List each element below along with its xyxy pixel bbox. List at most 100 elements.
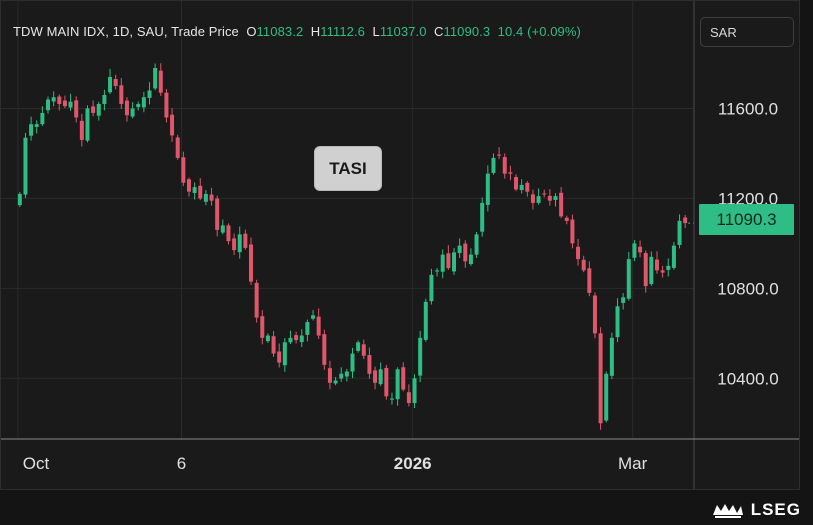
lseg-logo-icon (712, 504, 743, 518)
close-value: 11090.3 (443, 24, 491, 39)
candle-body (215, 198, 220, 230)
candle-body (186, 179, 191, 192)
candle-body (643, 253, 648, 287)
candle-body (587, 268, 592, 293)
candle-body (260, 316, 265, 338)
candle-body (40, 112, 45, 125)
candle-body (170, 114, 175, 136)
candle-body (299, 335, 304, 343)
last-price-label: 11090.3 (699, 204, 794, 235)
candle-body (51, 97, 56, 102)
candle-body (553, 196, 558, 200)
candle-body (384, 367, 389, 397)
candle-body (361, 344, 366, 356)
candle-body (23, 137, 28, 195)
candle-body (91, 106, 96, 113)
candle-body (158, 70, 163, 93)
candle-body (85, 108, 90, 141)
close-key: C (433, 24, 444, 39)
candle-body (463, 243, 468, 262)
candle-body (46, 99, 51, 111)
candle-body (598, 333, 603, 424)
x-tick-label: 2026 (394, 454, 432, 473)
candle-body (333, 380, 338, 384)
candle-body (141, 97, 146, 108)
candle-body (621, 297, 626, 303)
tasi-badge: TASI (314, 146, 382, 191)
brand-name: LSEG (750, 500, 801, 519)
candle-body (220, 225, 225, 233)
candle-body (288, 337, 293, 343)
candle-body (666, 265, 671, 270)
candle-body (468, 254, 473, 265)
candle-body (508, 172, 513, 174)
candle-body (294, 335, 299, 341)
candle-body (198, 185, 203, 199)
currency-button[interactable]: SAR (700, 17, 794, 47)
x-tick-label: Mar (618, 454, 648, 473)
candle-body (395, 369, 400, 400)
high-value: 11112.6 (320, 24, 366, 39)
candle-body (547, 195, 552, 201)
candle-body (271, 336, 276, 354)
candle-body (153, 67, 158, 89)
candle-body (654, 259, 659, 271)
candle-body (181, 157, 186, 183)
candle-body (423, 301, 428, 340)
candle-body (564, 217, 569, 221)
candle-body (559, 192, 564, 217)
candle-body (446, 253, 451, 269)
x-tick-label: Oct (23, 454, 50, 473)
candle-body (389, 398, 394, 400)
candle-body (367, 355, 372, 374)
y-tick-label: 10800.0 (717, 279, 778, 298)
candle-body (683, 217, 688, 224)
candle-body (451, 252, 456, 272)
brand-logo: LSEG (711, 500, 801, 520)
candle-body (491, 157, 496, 173)
candle-body (237, 234, 242, 253)
open-value: 11083.2 (256, 24, 304, 39)
candle-body (378, 369, 383, 385)
candle-body (604, 373, 609, 421)
candle-body (113, 79, 118, 86)
candle-body (29, 124, 34, 136)
candle-body (34, 124, 39, 127)
candle-body (497, 154, 502, 156)
candle-body (249, 244, 254, 282)
candle-body (164, 92, 169, 118)
candle-body (62, 100, 67, 107)
candle-body (226, 225, 231, 242)
candle-body (632, 243, 637, 258)
footer-bar (0, 490, 813, 525)
chart-panel[interactable]: 11600.0 11200.0 10800.0 10400.0 Oct 6 2026 Mar … (0, 0, 800, 490)
candle-body (192, 187, 197, 194)
candle-body (401, 367, 406, 390)
candle-body (57, 96, 62, 104)
candle-body (480, 202, 485, 232)
candle-body (282, 342, 287, 366)
candle-body (519, 184, 524, 191)
candle-body (592, 295, 597, 334)
candle-body (108, 76, 113, 93)
candle-body (502, 157, 507, 174)
candle-body (277, 351, 282, 363)
candle-body (356, 342, 361, 351)
candle-body (609, 337, 614, 376)
candle-body (344, 371, 349, 377)
candle-body (576, 246, 581, 260)
candle-body (136, 103, 141, 108)
candle-body (660, 270, 665, 273)
candle-body (638, 246, 643, 253)
candle-body (457, 245, 462, 254)
candle-body (203, 193, 208, 202)
y-tick-label: 11600.0 (718, 99, 778, 118)
candle-body (79, 120, 84, 140)
candlestick-chart[interactable]: 11600.0 11200.0 10800.0 10400.0 Oct 6 2026 Mar (1, 1, 800, 490)
candle-body (649, 256, 654, 285)
candle-body (68, 101, 73, 108)
candle-body (435, 270, 440, 272)
candle-body (305, 322, 310, 335)
candle-body (243, 233, 248, 248)
candle-body (581, 259, 586, 271)
